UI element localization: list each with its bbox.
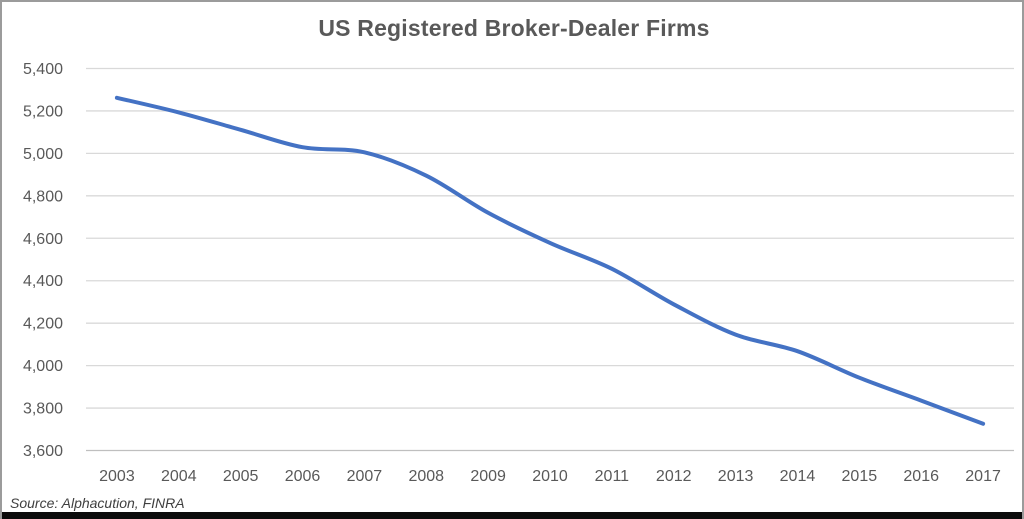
x-axis-tick-label: 2016 (903, 468, 939, 485)
broker-dealer-trend-line (114, 95, 986, 426)
x-axis-tick-label: 2008 (408, 468, 444, 485)
x-axis-tick-label: 2011 (595, 468, 630, 485)
y-axis-tick-label: 5,400 (23, 61, 63, 78)
x-axis-tick-label: 2009 (470, 468, 506, 485)
x-axis-tick-labels: 2003 2004 2005 2006 2007 2008 2009 2010 2011 2012… (99, 468, 1001, 485)
x-axis-tick-label: 2006 (285, 468, 321, 485)
y-axis-tick-label: 4,200 (23, 316, 63, 333)
y-axis-tick-label: 3,600 (23, 443, 63, 460)
y-axis-tick-label: 4,400 (23, 273, 63, 290)
y-axis-tick-label: 5,200 (23, 103, 63, 120)
x-axis-tick-label: 2015 (842, 468, 878, 485)
y-axis-tick-label: 4,800 (23, 188, 63, 205)
y-axis-tick-label: 5,000 (23, 146, 63, 163)
x-axis-tick-label: 2014 (780, 468, 816, 485)
bottom-border-bar (2, 512, 1022, 519)
data-series-line (114, 95, 986, 426)
y-axis-tick-label: 4,600 (23, 231, 63, 248)
y-axis-tick-labels: 3,600 3,800 4,000 4,200 4,400 4,600 4,800 5,000… (23, 61, 63, 460)
x-axis-tick-label: 2007 (347, 468, 383, 485)
x-axis-tick-label: 2012 (656, 468, 692, 485)
y-axis-tick-label: 3,800 (23, 401, 63, 418)
x-axis-tick-label: 2004 (161, 468, 197, 485)
y-axis-tick-label: 4,000 (23, 358, 63, 375)
source-note: Source: Alphacution, FINRA (10, 495, 185, 511)
gridlines (86, 67, 1014, 452)
x-axis-tick-label: 2005 (223, 468, 259, 485)
x-axis-tick-label: 2017 (965, 468, 1001, 485)
x-axis-tick-label: 2003 (99, 468, 135, 485)
x-axis-tick-label: 2013 (718, 468, 754, 485)
chart-title: US Registered Broker-Dealer Firms (318, 15, 710, 41)
x-axis-tick-label: 2010 (532, 468, 568, 485)
